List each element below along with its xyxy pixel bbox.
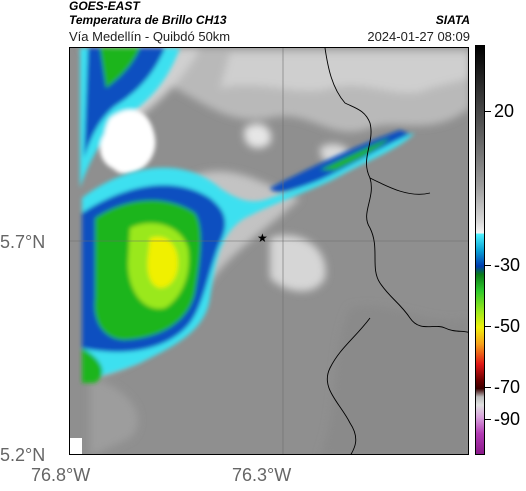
colorbar bbox=[475, 45, 485, 455]
border-line bbox=[326, 317, 371, 454]
colorbar-label: -90 bbox=[494, 409, 521, 429]
border-line bbox=[369, 177, 431, 195]
product-title: Temperatura de Brillo CH13 bbox=[69, 13, 227, 27]
colorbar-label: -70 bbox=[494, 377, 521, 397]
satellite-map: ★ bbox=[69, 47, 469, 455]
border-line bbox=[324, 48, 468, 333]
colorbar-tick bbox=[485, 111, 491, 112]
star-icon: ★ bbox=[257, 231, 268, 245]
colorbar-label: 20 bbox=[494, 101, 515, 121]
colorbar-tick bbox=[485, 419, 491, 420]
lat-label: 5.2°N bbox=[0, 445, 46, 465]
satellite-name: GOES-EAST bbox=[69, 0, 140, 13]
cold-cloud-upper bbox=[80, 48, 180, 188]
datetime-label: 2024-01-27 08:09 bbox=[367, 29, 470, 44]
brand-label: SIATA bbox=[435, 13, 470, 27]
colorbar-label: -50 bbox=[494, 316, 521, 336]
cold-cloud-main bbox=[82, 130, 415, 383]
lat-label: 5.7°N bbox=[0, 232, 46, 252]
route-label: Vía Medellín - Quibdó 50km bbox=[69, 29, 231, 44]
colorbar-tick bbox=[485, 326, 491, 327]
colorbar-tick bbox=[485, 265, 491, 266]
colorbar-label: -30 bbox=[494, 255, 521, 275]
lon-label: 76.8°W bbox=[31, 465, 91, 485]
lon-label: 76.3°W bbox=[232, 465, 292, 485]
colorbar-tick bbox=[485, 387, 491, 388]
